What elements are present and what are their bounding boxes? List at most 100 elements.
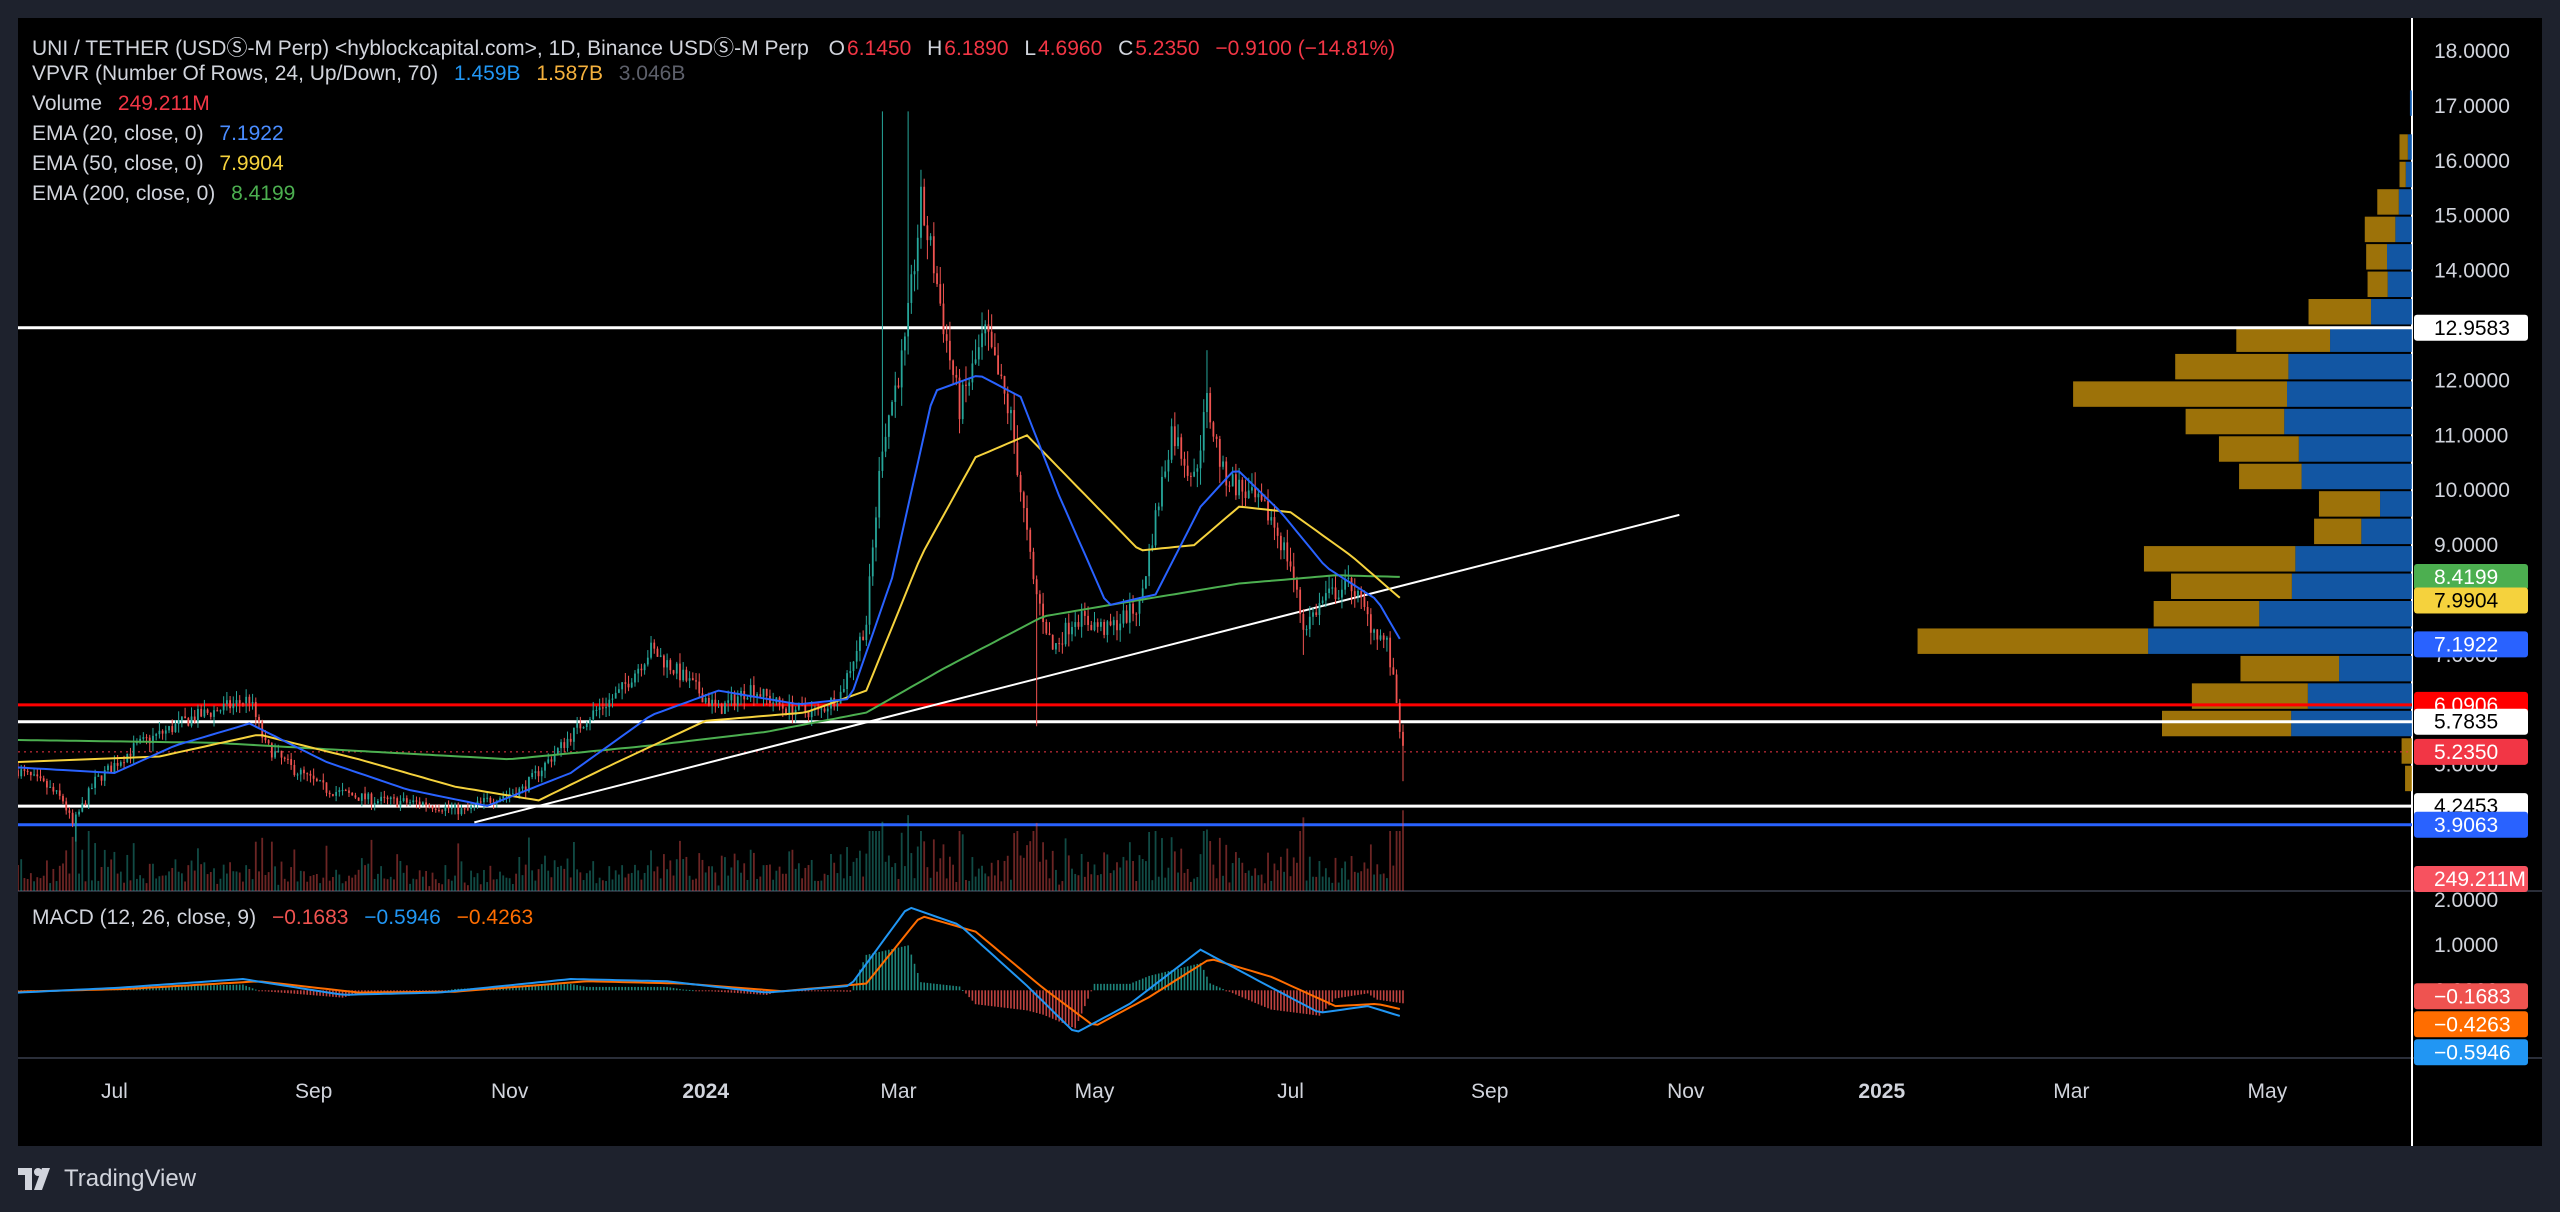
macd-histogram-bar [1093, 983, 1096, 991]
volume-bar [135, 878, 138, 891]
macd-histogram-bar [1122, 983, 1125, 991]
volume-bar [148, 863, 151, 891]
volume-profile-down-bar [1917, 628, 2149, 654]
macd-histogram-bar [634, 986, 636, 991]
volume-bar [579, 872, 582, 891]
volume-profile-up-bar [2405, 161, 2412, 188]
macd-histogram-bar [1074, 990, 1077, 1029]
volume-bar [977, 868, 980, 891]
volume-bar [126, 854, 129, 891]
volume-bar [341, 883, 344, 891]
macd-histogram-bar [826, 990, 829, 992]
macd-line [18, 906, 1401, 1033]
brand[interactable]: TradingView [18, 1162, 196, 1196]
ema50-value: 7.9904 [219, 152, 284, 175]
macd-histogram-bar [852, 984, 855, 991]
ema200-legend[interactable]: EMA (200, close, 0) 8.4199 [32, 182, 305, 206]
volume-bar [752, 852, 755, 891]
volume-bar [1328, 877, 1330, 891]
volume-bar [1186, 869, 1189, 891]
candle-body [849, 671, 852, 674]
ema50-legend[interactable]: EMA (50, close, 0) 7.9904 [32, 152, 294, 176]
volume-profile-down-bar [2239, 463, 2302, 490]
volume-bar [267, 872, 270, 891]
macd-histogram-bar [1357, 990, 1359, 995]
volume-bar [1135, 881, 1138, 891]
candle-body [168, 726, 170, 731]
candle-body [1170, 426, 1173, 460]
candle-body [322, 780, 325, 783]
macd-badge: −0.4263 [2414, 1011, 2528, 1038]
volume-bar [431, 872, 434, 891]
macd-legend[interactable]: MACD (12, 26, close, 9) −0.1683 −0.5946 … [32, 906, 543, 930]
volume-profile-up-bar [2291, 573, 2412, 599]
macd-histogram-bar [248, 987, 251, 991]
macd-histogram-bar [894, 948, 897, 991]
candle-body [367, 793, 370, 800]
volume-profile-up-bar [2387, 244, 2412, 270]
volume-bar [78, 873, 80, 891]
volume-bar [891, 867, 893, 891]
vpvr-legend[interactable]: VPVR (Number Of Rows, 24, Up/Down, 70) 1… [32, 62, 695, 86]
candle-body [910, 274, 913, 303]
candle-body [862, 636, 865, 641]
candle-body [916, 237, 919, 272]
volume-bar [65, 850, 68, 891]
macd-histogram-bar [730, 990, 733, 993]
volume-bar [216, 883, 219, 891]
volume-bar [1260, 874, 1263, 891]
volume-bar [444, 865, 447, 891]
volume-bar [666, 869, 669, 891]
volume-bar [1286, 848, 1289, 891]
volume-bar [1289, 876, 1292, 891]
chart-frame[interactable]: 3.00004.00005.00006.00007.00008.00009.00… [18, 18, 2542, 1146]
volume-bar [855, 858, 858, 891]
volume-bar [669, 860, 672, 891]
volume-bar [1373, 874, 1375, 891]
ema20-legend[interactable]: EMA (20, close, 0) 7.1922 [32, 122, 294, 146]
chart-canvas[interactable]: 3.00004.00005.00006.00007.00008.00009.00… [18, 18, 2542, 1146]
volume-bar [219, 878, 222, 891]
candle-body [993, 347, 996, 356]
macd-histogram-bar [451, 989, 453, 991]
candle-body [939, 284, 942, 304]
macd-histogram-bar [1141, 978, 1144, 991]
volume-profile-up-bar [2407, 134, 2412, 160]
volume-bar [1379, 874, 1382, 891]
candle-body [460, 808, 463, 815]
candle-body [852, 661, 855, 672]
candle-body [421, 802, 424, 805]
macd-badge: −0.1683 [2414, 983, 2528, 1010]
volume-bar [868, 831, 871, 891]
volume-bar [936, 871, 938, 891]
volume-bar [258, 871, 260, 891]
candle-body [441, 810, 444, 812]
macd-tick-label: 1.0000 [2434, 934, 2498, 957]
macd-histogram-bar [566, 984, 569, 991]
volume-bar [1173, 851, 1176, 891]
volume-bar [1061, 881, 1064, 891]
candle-body [1270, 517, 1273, 521]
volume-bar [1382, 873, 1385, 891]
volume-bar [470, 870, 472, 891]
macd-histogram-bar [190, 985, 193, 991]
candle-body [605, 707, 607, 709]
candle-body [245, 696, 248, 704]
volume-profile-down-bar [2364, 216, 2396, 243]
volume-legend[interactable]: Volume 249.211M [32, 92, 220, 116]
volume-bar [1206, 829, 1208, 891]
macd-histogram-bar [653, 986, 656, 991]
volume-bar [1347, 879, 1350, 891]
macd-histogram-bar [933, 983, 935, 991]
macd-histogram-bar [283, 990, 286, 993]
candle-body [1061, 643, 1064, 645]
candle-body [679, 663, 681, 681]
candle-body [942, 303, 945, 335]
macd-histogram-bar [287, 990, 289, 994]
volume-bar [939, 858, 942, 891]
volume-bar [177, 871, 180, 891]
macd-histogram-bar [267, 990, 270, 992]
volume-bar [842, 878, 845, 891]
volume-profile-up-bar [2380, 491, 2412, 517]
candle-body [206, 709, 209, 713]
